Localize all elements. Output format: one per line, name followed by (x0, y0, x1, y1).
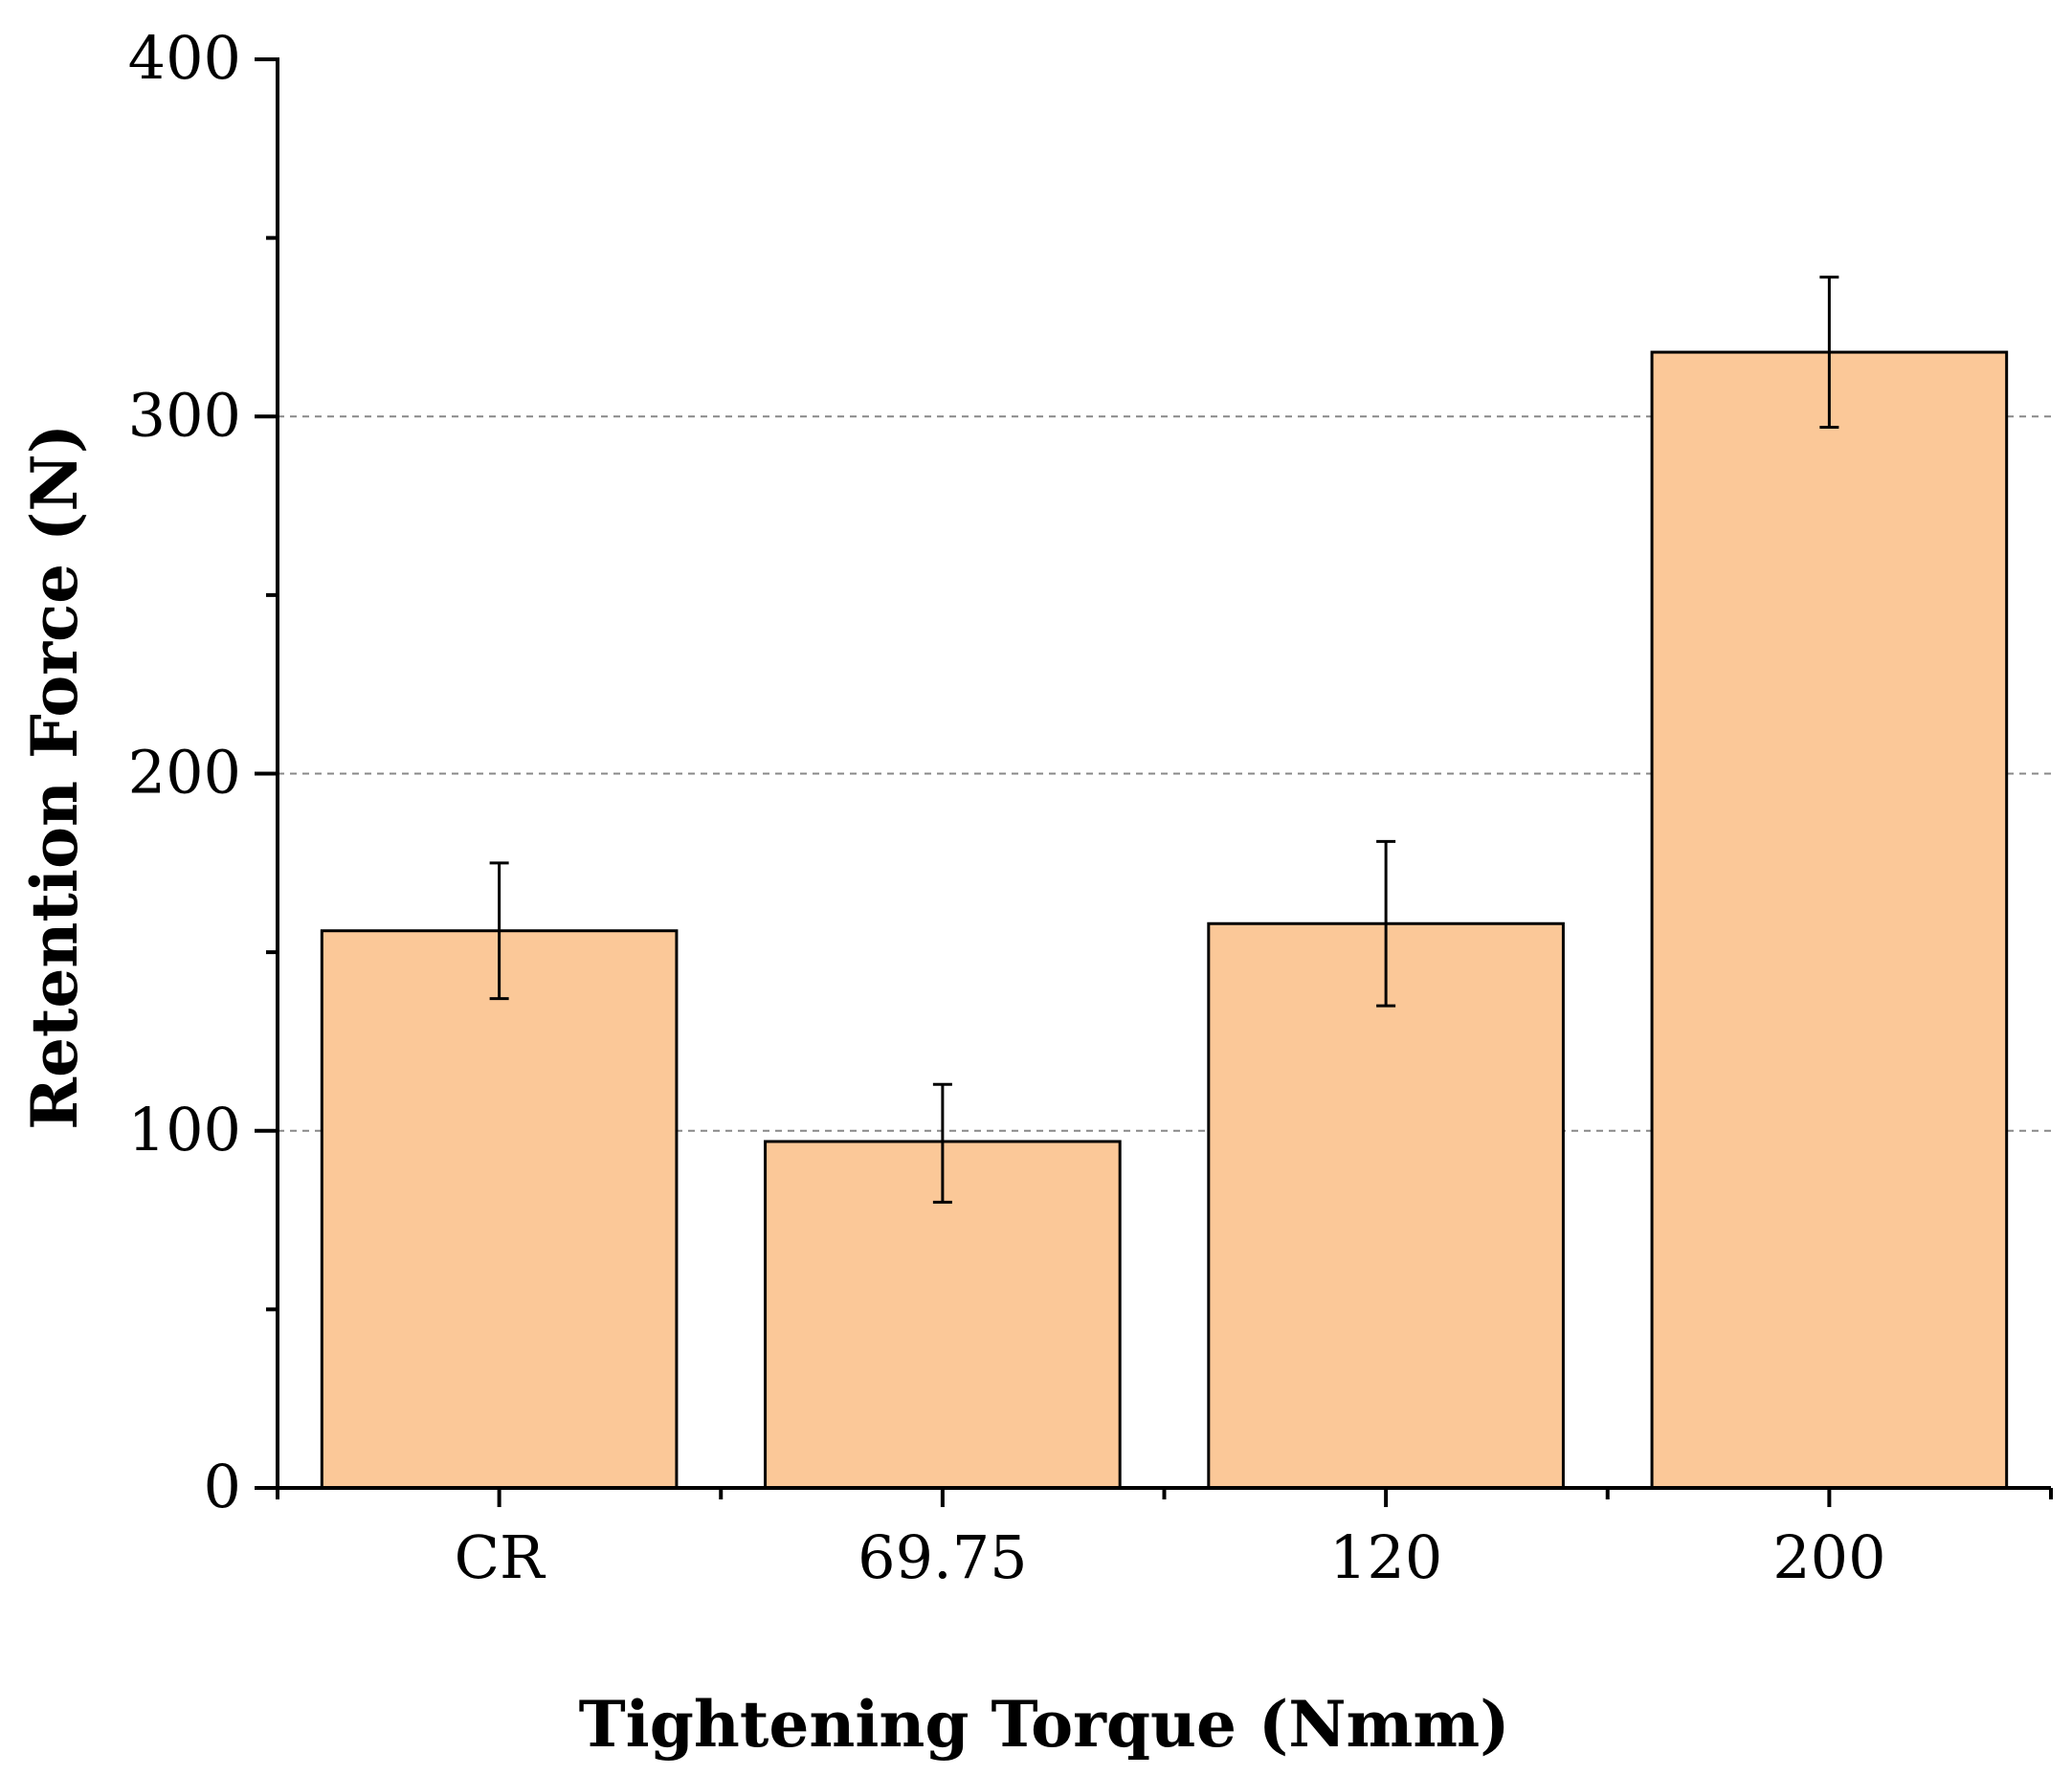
gridlines (278, 415, 2051, 1132)
y-tick-label: 300 (128, 380, 241, 450)
bars (320, 350, 2009, 1490)
x-tick-label: CR (455, 1522, 546, 1592)
error-bars (489, 276, 1839, 1204)
x-tick-label: 120 (1329, 1522, 1442, 1592)
bar-120 (1207, 921, 1565, 1490)
x-tick-label: 69.75 (858, 1522, 1028, 1592)
y-tick-label: 200 (128, 738, 241, 808)
bar-200 (1650, 350, 2009, 1490)
y-tick-label: 400 (128, 23, 241, 93)
axes (255, 57, 2053, 1507)
y-tick-label: 100 (128, 1095, 241, 1165)
y-axis-title: Retention Force (N) (17, 424, 92, 1130)
x-axis-title: Tightening Torque (Nmm) (579, 1687, 1510, 1762)
bar-CR (320, 929, 679, 1490)
x-tick-label: 200 (1772, 1522, 1885, 1592)
y-tick-label: 0 (204, 1452, 241, 1521)
tick-labels: 0 100 200 300 400 CR 69.75 120 200 (128, 23, 1886, 1592)
